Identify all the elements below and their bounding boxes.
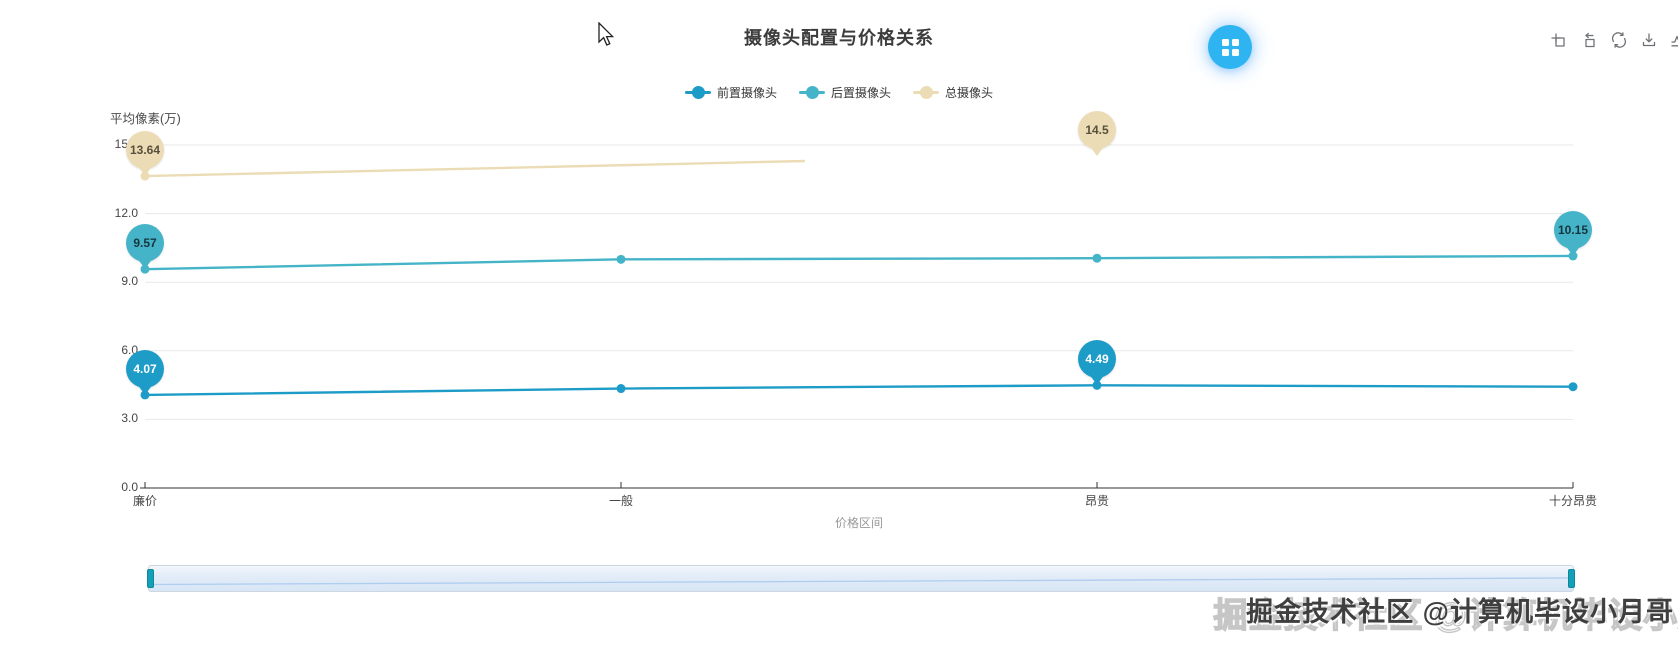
point-label-pin: 9.57 (126, 224, 164, 270)
legend-item-总摄像头[interactable]: 总摄像头 (913, 84, 993, 101)
legend-label: 后置摄像头 (830, 86, 892, 100)
point-label-pin: 10.15 (1554, 210, 1592, 256)
zoom-reset-icon[interactable] (1578, 30, 1600, 52)
legend-label: 总摄像头 (945, 86, 994, 100)
legend-item-后置摄像头[interactable]: 后置摄像头 (798, 84, 892, 101)
datazoom-left-handle[interactable] (147, 569, 154, 588)
x-tick-label: 一般 (608, 494, 633, 508)
legend-marker (798, 86, 825, 99)
watermark-ghost: 掘金技术社区 @计算机毕设小月哥 (1213, 596, 1678, 635)
data-point[interactable] (616, 384, 626, 394)
legend-marker (684, 86, 711, 99)
point-label-pin: 4.49 (1078, 340, 1116, 386)
data-point[interactable] (1092, 253, 1102, 263)
restore-icon[interactable] (1608, 30, 1630, 52)
y-tick-label: 0.0 (121, 480, 138, 494)
x-axis-name: 价格区间 (834, 516, 883, 530)
legend-item-前置摄像头[interactable]: 前置摄像头 (684, 84, 777, 101)
x-tick-label: 昂贵 (1084, 494, 1109, 508)
y-tick-label: 3.0 (121, 411, 138, 426)
legend: 前置摄像头 后置摄像头 总摄像头 (684, 84, 993, 101)
point-label-pin: 13.64 (126, 131, 164, 177)
y-axis-name: 平均像素(万) (110, 112, 181, 126)
series-line-总摄像头 (144, 159, 806, 178)
data-point[interactable] (1568, 382, 1578, 392)
y-tick-label: 9.0 (121, 274, 138, 289)
point-label-pin: 14.5 (1078, 111, 1116, 157)
x-tick-label: 廉价 (132, 494, 157, 508)
legend-label: 前置摄像头 (716, 86, 777, 100)
datazoom-right-handle[interactable] (1568, 569, 1575, 588)
grid-menu-button[interactable] (1208, 25, 1252, 69)
datazoom-shadow-line (151, 577, 1571, 586)
legend-marker (913, 86, 940, 99)
chart-title: 摄像头配置与价格关系 (744, 28, 934, 48)
series-line-后置摄像头 (144, 254, 1574, 271)
point-label-pin: 4.07 (126, 349, 164, 395)
line-type-icon[interactable] (1668, 30, 1678, 52)
x-tick-label: 十分昂贵 (1548, 494, 1597, 508)
datazoom-slider[interactable] (147, 565, 1575, 592)
series-line-前置摄像头 (144, 384, 1574, 397)
watermark: 掘金技术社区 @计算机毕设小月哥 (1246, 597, 1674, 627)
y-tick-label: 12.0 (114, 205, 138, 220)
data-point[interactable] (616, 254, 626, 264)
zoom-select-icon[interactable] (1548, 30, 1570, 52)
mouse-cursor (598, 22, 615, 46)
save-image-icon[interactable] (1638, 30, 1660, 52)
grid-icon (1221, 38, 1239, 56)
toolbox (1548, 30, 1678, 52)
